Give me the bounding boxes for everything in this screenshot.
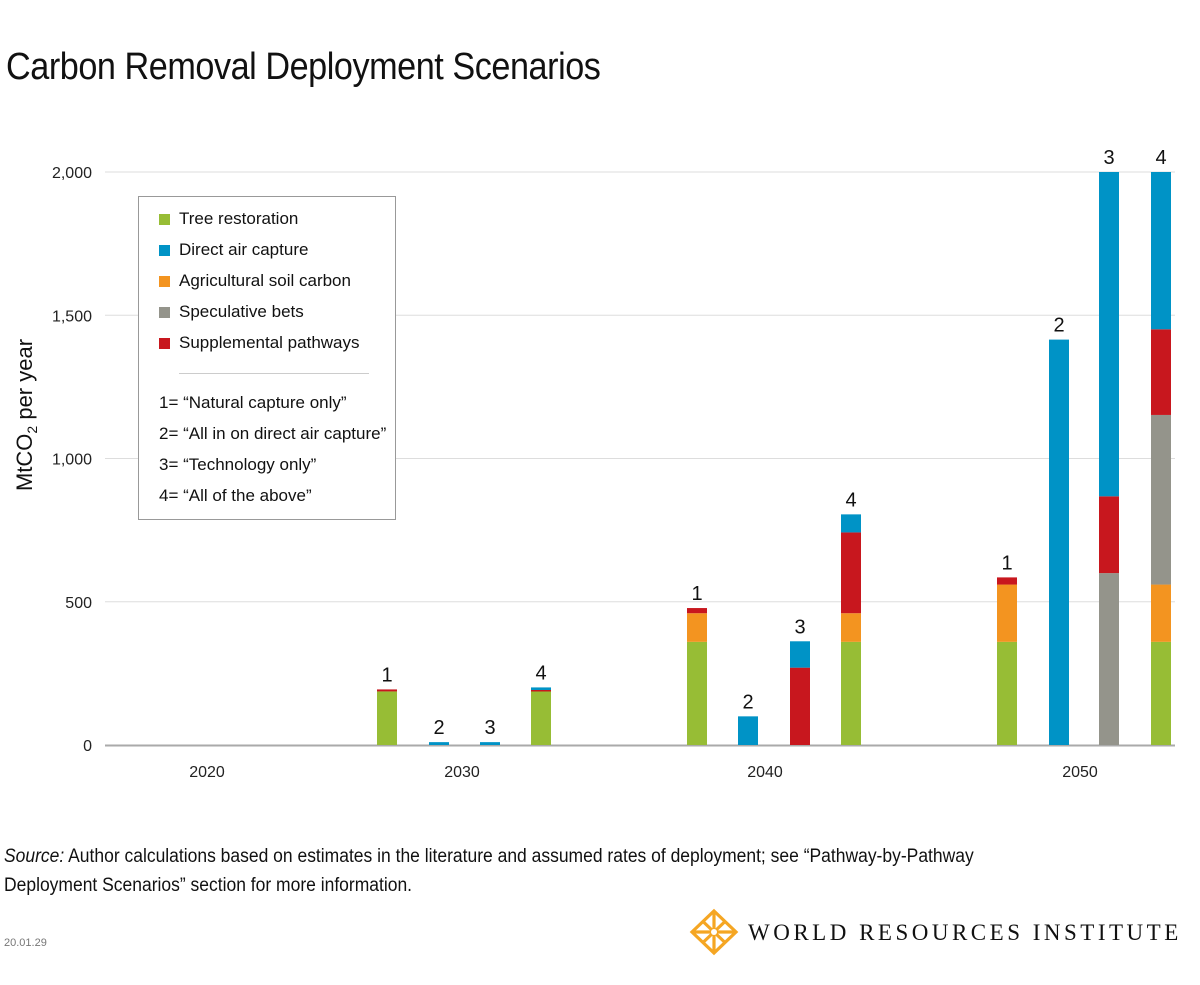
x-tick-label: 2050 xyxy=(1062,764,1098,781)
bar-segment-supplemental-pathways xyxy=(377,689,397,692)
y-tick-label: 2,000 xyxy=(52,165,92,182)
wri-logo-icon xyxy=(689,908,739,956)
bar-segment-supplemental-pathways xyxy=(841,532,861,614)
bar-segment-tree-restoration xyxy=(377,691,397,745)
source-label: Source: xyxy=(4,846,65,867)
x-tick-label: 2020 xyxy=(189,764,225,781)
legend-swatch xyxy=(159,306,170,318)
bar-segment-direct-air-capture xyxy=(531,687,551,690)
scenario-label: 2 xyxy=(433,717,444,739)
bar-segment-supplemental-pathways xyxy=(1151,329,1171,415)
scenario-label: 2 xyxy=(742,691,753,713)
scenario-label: 4 xyxy=(535,662,546,684)
y-tick-label: 1,000 xyxy=(52,452,92,469)
bar-segment-direct-air-capture xyxy=(1099,172,1119,497)
y-tick-label: 500 xyxy=(65,595,92,612)
bar-segment-tree-restoration xyxy=(997,641,1017,745)
scenario-label: 1 xyxy=(1001,552,1012,574)
legend-label: Direct air capture xyxy=(179,240,309,259)
bar-segment-tree-restoration xyxy=(531,691,551,745)
scenario-label: 1 xyxy=(691,583,702,605)
bar-segment-supplemental-pathways xyxy=(1099,496,1119,574)
scenario-label: 3 xyxy=(1103,147,1114,169)
legend-label: Agricultural soil carbon xyxy=(179,271,351,290)
bar-segment-agricultural-soil-carbon xyxy=(687,613,707,642)
scenario-label: 3 xyxy=(484,717,495,739)
y-tick-label: 0 xyxy=(83,738,92,755)
scenario-label: 2 xyxy=(1053,315,1064,337)
legend-swatch xyxy=(159,275,170,287)
legend: Tree restoration Direct air capture Agri… xyxy=(138,196,396,520)
y-tick-label: 1,500 xyxy=(52,308,92,325)
bar-segment-direct-air-capture xyxy=(429,742,449,745)
source-note: Source: Author calculations based on est… xyxy=(4,842,1034,900)
bar-segment-speculative-bets xyxy=(1151,414,1171,585)
legend-item-supplemental-pathways: Supplemental pathways xyxy=(159,333,360,353)
legend-item-speculative-bets: Speculative bets xyxy=(159,302,304,322)
bar-segment-speculative-bets xyxy=(1099,573,1119,745)
legend-item-tree-restoration: Tree restoration xyxy=(159,209,298,229)
scenario-label: 3 xyxy=(794,616,805,638)
chart-title: Carbon Removal Deployment Scenarios xyxy=(6,46,601,88)
bar-segment-tree-restoration xyxy=(841,641,861,745)
bar-segment-agricultural-soil-carbon xyxy=(997,584,1017,642)
bar-segment-direct-air-capture xyxy=(841,514,861,533)
bar-segment-direct-air-capture xyxy=(790,641,810,668)
x-tick-label: 2030 xyxy=(444,764,480,781)
legend-label: Supplemental pathways xyxy=(179,333,360,352)
bar-segment-supplemental-pathways xyxy=(790,667,810,745)
source-text: Author calculations based on estimates i… xyxy=(4,846,974,896)
bar-segment-tree-restoration xyxy=(687,641,707,745)
bar-segment-direct-air-capture xyxy=(480,742,500,745)
legend-swatch xyxy=(159,337,170,349)
scenario-note-4: 4= “All of the above” xyxy=(159,486,312,505)
scenario-label: 4 xyxy=(1155,147,1166,169)
organization-name: WORLD RESOURCES INSTITUTE xyxy=(748,920,1182,945)
scenario-note-2: 2= “All in on direct air capture” xyxy=(159,424,387,443)
bar-segment-direct-air-capture xyxy=(1151,172,1171,330)
legend-swatch xyxy=(159,244,170,256)
bar-segment-agricultural-soil-carbon xyxy=(841,613,861,642)
y-axis-label: MtCO2 per year xyxy=(12,339,40,491)
x-tick-label: 2040 xyxy=(747,764,783,781)
legend-swatch xyxy=(159,213,170,225)
scenario-label: 4 xyxy=(845,489,856,511)
legend-item-agricultural-soil-carbon: Agricultural soil carbon xyxy=(159,271,351,291)
legend-label: Speculative bets xyxy=(179,302,304,321)
bar-segment-direct-air-capture xyxy=(738,716,758,745)
legend-label: Tree restoration xyxy=(179,209,299,228)
bar-segment-supplemental-pathways xyxy=(531,689,551,692)
bar-segment-supplemental-pathways xyxy=(997,577,1017,585)
bar-segment-tree-restoration xyxy=(1151,641,1171,745)
scenario-label: 1 xyxy=(381,664,392,686)
legend-item-direct-air-capture: Direct air capture xyxy=(159,240,308,260)
scenario-note-1: 1= “Natural capture only” xyxy=(159,393,347,412)
legend-divider xyxy=(179,373,369,374)
date-stamp: 20.01.29 xyxy=(4,937,47,949)
bar-segment-supplemental-pathways xyxy=(687,608,707,614)
bar-segment-agricultural-soil-carbon xyxy=(1151,584,1171,642)
scenario-note-3: 3= “Technology only” xyxy=(159,455,317,474)
bar-segment-direct-air-capture xyxy=(1049,339,1069,745)
